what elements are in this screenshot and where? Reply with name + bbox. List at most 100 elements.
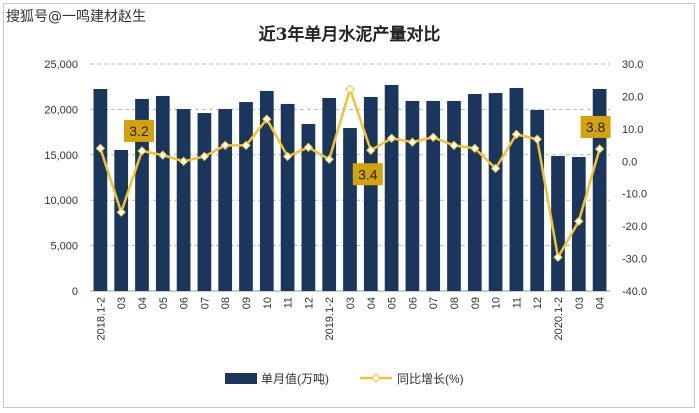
data-label: 3.4 bbox=[358, 166, 378, 182]
y-right-tick-label: -30.0 bbox=[622, 254, 647, 266]
y-left-tick-label: 20,000 bbox=[44, 104, 78, 116]
bar bbox=[197, 113, 212, 291]
x-tick-label: 07 bbox=[199, 297, 211, 309]
bar bbox=[155, 95, 170, 291]
x-tick-label: 03 bbox=[116, 297, 128, 309]
line-marker bbox=[220, 140, 230, 151]
x-tick-label: 06 bbox=[179, 297, 191, 309]
y-right-tick-label: 0.0 bbox=[622, 156, 637, 168]
bar bbox=[509, 87, 524, 292]
line-marker bbox=[366, 145, 376, 155]
bar bbox=[447, 100, 461, 291]
bar bbox=[218, 109, 233, 291]
line-marker bbox=[532, 134, 542, 144]
bar bbox=[93, 88, 108, 291]
x-tick-label: 04 bbox=[595, 297, 607, 309]
bar bbox=[259, 90, 274, 292]
legend-line-marker bbox=[371, 373, 381, 383]
y-left-tick-label: 0 bbox=[72, 286, 78, 298]
line-marker bbox=[137, 146, 147, 156]
line-marker bbox=[282, 151, 293, 162]
x-tick-label: 06 bbox=[407, 297, 419, 309]
bar bbox=[301, 124, 316, 291]
y-right-tick-label: -20.0 bbox=[622, 221, 647, 233]
y-left-tick-label: 15,000 bbox=[44, 150, 78, 162]
x-tick-label: 09 bbox=[470, 297, 482, 309]
x-tick-label: 10 bbox=[491, 297, 503, 309]
line-marker bbox=[199, 151, 210, 162]
line-marker bbox=[386, 133, 397, 143]
x-tick-label: 08 bbox=[220, 297, 232, 309]
legend-bar-label: 单月值(万吨) bbox=[261, 371, 329, 386]
line-marker bbox=[262, 114, 272, 124]
x-tick-label: 10 bbox=[262, 297, 274, 309]
line-marker bbox=[594, 144, 605, 154]
x-tick-label: 2019.1-2 bbox=[324, 297, 336, 340]
bar bbox=[176, 109, 191, 291]
line-marker bbox=[241, 140, 251, 151]
line-marker bbox=[553, 252, 563, 262]
chart-border bbox=[3, 3, 695, 408]
line-marker bbox=[511, 129, 522, 140]
bar bbox=[592, 88, 607, 291]
bar bbox=[343, 128, 357, 291]
line-marker bbox=[449, 140, 459, 151]
y-left-tick-label: 25,000 bbox=[44, 59, 78, 71]
x-tick-label: 2018.1-2 bbox=[95, 297, 107, 340]
y-right-tick-label: -40.0 bbox=[622, 286, 647, 298]
line-marker bbox=[470, 143, 480, 154]
line-marker bbox=[574, 216, 584, 226]
data-label-box bbox=[124, 119, 154, 142]
bar bbox=[322, 97, 337, 291]
x-tick-label: 07 bbox=[428, 297, 440, 309]
x-tick-label: 05 bbox=[387, 297, 399, 309]
x-tick-label: 11 bbox=[511, 297, 523, 308]
bar bbox=[467, 93, 482, 292]
x-tick-label: 09 bbox=[241, 297, 253, 309]
bar bbox=[405, 100, 420, 291]
legend-line-label: 同比增长(%) bbox=[397, 372, 464, 386]
data-label-box bbox=[580, 115, 611, 138]
line-marker bbox=[95, 143, 106, 154]
x-tick-label: 04 bbox=[366, 297, 378, 309]
y-right-tick-label: -10.0 bbox=[622, 189, 647, 201]
line-marker bbox=[407, 137, 418, 147]
line-marker bbox=[345, 84, 355, 95]
line-marker bbox=[490, 163, 501, 174]
x-tick-label: 05 bbox=[158, 297, 170, 309]
bar bbox=[280, 103, 295, 292]
bar bbox=[488, 93, 503, 291]
x-tick-label: 11 bbox=[283, 297, 295, 308]
x-tick-label: 12 bbox=[303, 297, 315, 309]
x-tick-label: 08 bbox=[449, 297, 461, 309]
y-right-tick-label: 10.0 bbox=[622, 124, 643, 136]
data-label: 3.8 bbox=[586, 119, 606, 135]
x-tick-label: 03 bbox=[574, 297, 586, 309]
bar bbox=[384, 84, 399, 292]
x-tick-label: 2020.1-2 bbox=[553, 297, 565, 340]
data-label: 3.2 bbox=[129, 123, 149, 139]
line-marker bbox=[428, 132, 438, 142]
bar bbox=[135, 98, 149, 291]
x-tick-label: 12 bbox=[532, 297, 544, 309]
y-right-tick-label: 30.0 bbox=[622, 59, 643, 71]
watermark: 搜狐号@一鸣建材赵生 bbox=[6, 9, 146, 25]
data-label-box bbox=[352, 163, 383, 186]
bar bbox=[239, 102, 253, 291]
bar bbox=[363, 96, 378, 291]
line-marker bbox=[158, 150, 168, 160]
y-left-tick-label: 5,000 bbox=[50, 241, 78, 253]
chart-title: 近3年单月水泥产量对比 bbox=[258, 25, 441, 45]
y-right-tick-label: 20.0 bbox=[622, 91, 643, 103]
bar bbox=[426, 100, 441, 291]
y-left-tick-label: 10,000 bbox=[44, 195, 78, 207]
line-marker bbox=[324, 154, 334, 165]
x-tick-label: 03 bbox=[345, 297, 357, 309]
line-marker bbox=[178, 156, 189, 166]
line-marker bbox=[116, 207, 126, 217]
line-marker bbox=[303, 142, 314, 153]
x-tick-label: 04 bbox=[137, 297, 149, 309]
legend-bar-swatch bbox=[225, 373, 257, 384]
